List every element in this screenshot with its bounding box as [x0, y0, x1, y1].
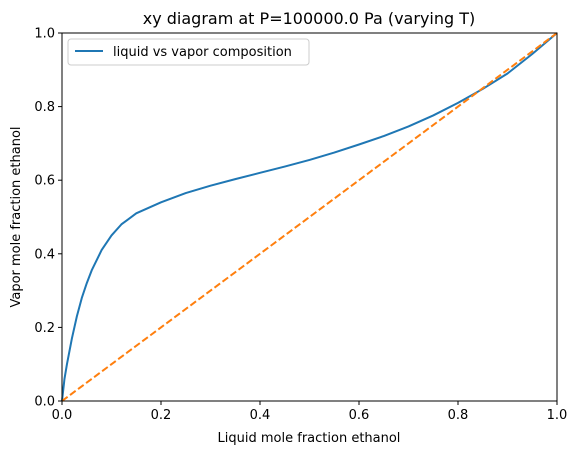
chart-title: xy diagram at P=100000.0 Pa (varying T)	[143, 9, 476, 28]
y-ticks: 0.0 0.2 0.4 0.6 0.8 1.0	[34, 27, 62, 410]
y-tick-label: 0.0	[34, 395, 55, 410]
x-axis-label: Liquid mole fraction ethanol	[218, 431, 401, 446]
legend-box	[67, 38, 310, 66]
y-tick-label: 0.4	[34, 247, 55, 262]
x-tick-label: 0.0	[52, 408, 73, 423]
x-tick-label: 0.6	[349, 408, 370, 423]
diagonal-reference-line	[61, 32, 558, 402]
x-tick-label: 0.2	[151, 408, 172, 423]
composition-curve	[61, 32, 558, 402]
y-tick-label: 0.2	[34, 321, 55, 336]
y-tick-label: 1.0	[34, 27, 55, 42]
x-ticks: 0.0 0.2 0.4 0.6 0.8 1.0	[52, 401, 568, 423]
series-layer	[61, 32, 558, 402]
y-tick-label: 0.6	[34, 174, 55, 189]
legend: liquid vs vapor composition	[67, 38, 310, 66]
y-tick-label: 0.8	[34, 100, 55, 115]
y-axis-label: Vapor mole fraction ethanol	[9, 126, 24, 307]
x-tick-label: 0.8	[448, 408, 469, 423]
x-tick-label: 0.4	[250, 408, 271, 423]
plot-frame	[61, 32, 558, 402]
x-tick-label: 1.0	[547, 408, 568, 423]
legend-label: liquid vs vapor composition	[113, 45, 292, 60]
